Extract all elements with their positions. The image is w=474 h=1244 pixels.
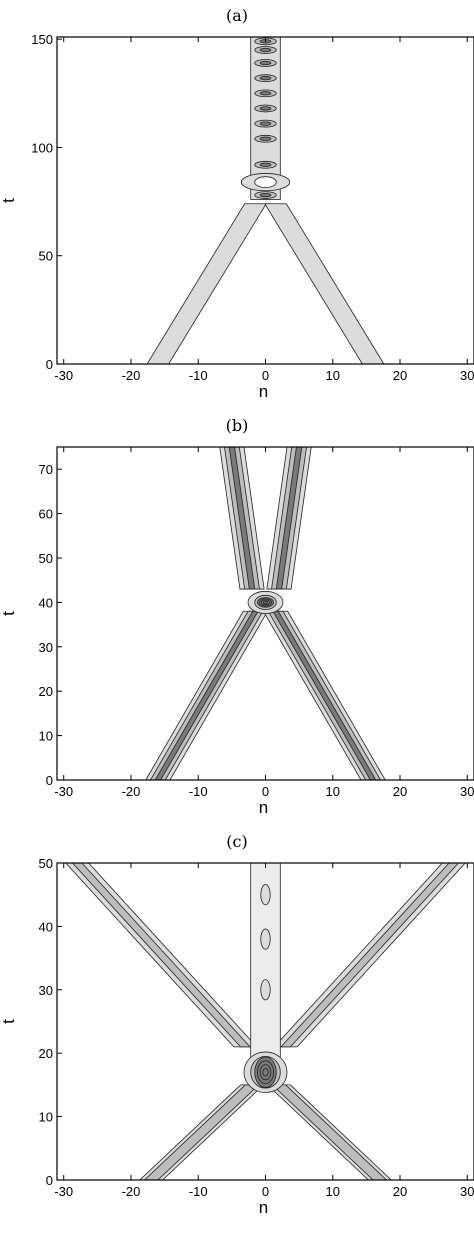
x-tick-label: -20 — [122, 368, 141, 383]
peak-inner — [259, 121, 272, 126]
y-tick-label: 150 — [31, 32, 53, 47]
x-tick-label: 0 — [262, 368, 269, 383]
y-tick-label: 50 — [39, 551, 53, 566]
panel-c: -30 -20 -10 0 10 20 30 0 10 20 30 40 50 n t (c) — [0, 832, 474, 1217]
peak-inner — [259, 91, 272, 96]
column-peak — [260, 979, 271, 1001]
incoming-soliton-core-0 — [143, 1084, 260, 1180]
x-tick-label: -20 — [122, 784, 141, 799]
peak-inner — [259, 47, 272, 53]
x-tick-label: 30 — [460, 368, 474, 383]
y-axis-label: t — [0, 611, 18, 616]
peak-inner — [259, 106, 272, 111]
x-tick-label: 10 — [326, 784, 340, 799]
incoming-soliton-peak-0 — [154, 610, 259, 780]
x-tick-label: 0 — [262, 784, 269, 799]
plot-area — [65, 863, 466, 1180]
y-tick-label: 40 — [39, 595, 53, 610]
collision-ring — [263, 600, 268, 604]
bound-state-hole — [254, 176, 277, 188]
collision-ring — [262, 1068, 269, 1077]
incoming-soliton-peak-1 — [272, 610, 377, 780]
y-tick-label: 0 — [46, 357, 53, 372]
x-tick-label: 20 — [393, 1184, 407, 1199]
panel-title: (b) — [226, 416, 249, 435]
column-peak — [260, 928, 271, 950]
panel-b: -30 -20 -10 0 10 20 30 0 10 20 30 40 50 60 70 n t (b) — [0, 416, 474, 817]
y-tick-label: 60 — [39, 507, 53, 522]
y-tick-label: 30 — [39, 640, 53, 655]
x-tick-label: 10 — [326, 368, 340, 383]
x-tick-label: -30 — [54, 784, 73, 799]
x-axis-label: n — [259, 382, 268, 401]
outgoing-soliton-peak-0 — [228, 447, 256, 590]
x-tick-label: 10 — [326, 1184, 340, 1199]
y-tick-label: 70 — [39, 462, 53, 477]
panel-title: (a) — [226, 6, 248, 25]
panel-a: -30 -20 -10 0 10 20 30 0 50 100 150 n t (a) — [0, 6, 474, 401]
y-tick-label: 10 — [39, 1110, 53, 1125]
peak-inner — [259, 192, 272, 198]
x-tick-label: -10 — [189, 368, 208, 383]
peak-inner — [259, 136, 272, 141]
column-peak — [260, 884, 271, 906]
outgoing-soliton-core-1 — [280, 863, 460, 1048]
x-tick-label: -30 — [54, 368, 73, 383]
x-tick-label: -30 — [54, 1184, 73, 1199]
x-tick-label: 20 — [393, 368, 407, 383]
x-tick-label: 30 — [460, 1184, 474, 1199]
y-tick-label: 50 — [39, 856, 53, 871]
x-axis-label: n — [259, 1198, 268, 1217]
plot-area — [145, 447, 386, 780]
plot-area — [146, 37, 385, 364]
x-tick-label: 30 — [460, 784, 474, 799]
x-tick-label: 0 — [262, 1184, 269, 1199]
incoming-soliton-0 — [146, 203, 267, 364]
y-axis-label: t — [0, 1019, 18, 1024]
peak-inner — [259, 76, 272, 81]
x-tick-label: -10 — [189, 784, 208, 799]
panel-title: (c) — [226, 832, 247, 851]
outgoing-soliton-core-0 — [71, 863, 251, 1048]
x-tick-label: -20 — [122, 1184, 141, 1199]
peak-inner — [259, 162, 272, 167]
y-axis-label: t — [0, 198, 18, 203]
y-tick-label: 40 — [39, 919, 53, 934]
x-tick-label: -10 — [189, 1184, 208, 1199]
y-tick-label: 50 — [39, 249, 53, 264]
x-tick-label: 20 — [393, 784, 407, 799]
outgoing-soliton-peak-1 — [275, 447, 303, 590]
y-tick-label: 30 — [39, 983, 53, 998]
y-tick-label: 0 — [46, 773, 53, 788]
y-tick-label: 0 — [46, 1173, 53, 1188]
x-axis-label: n — [259, 798, 268, 817]
y-tick-label: 20 — [39, 1046, 53, 1061]
y-tick-label: 100 — [31, 140, 53, 155]
y-tick-label: 20 — [39, 684, 53, 699]
y-tick-label: 10 — [39, 729, 53, 744]
incoming-soliton-1 — [264, 203, 385, 364]
incoming-soliton-core-1 — [271, 1084, 388, 1180]
peak-inner — [259, 60, 272, 66]
